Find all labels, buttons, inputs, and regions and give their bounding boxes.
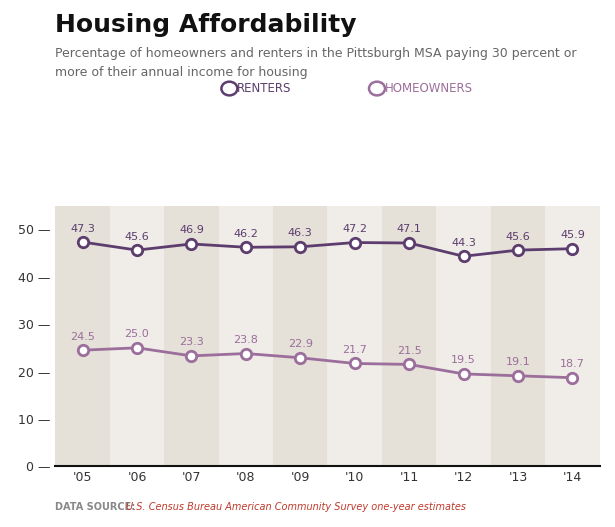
- Text: U.S. Census Bureau American Community Survey one-year estimates: U.S. Census Bureau American Community Su…: [126, 502, 466, 512]
- Text: 46.2: 46.2: [234, 229, 258, 239]
- Bar: [273, 206, 327, 466]
- Text: 23.3: 23.3: [179, 337, 204, 347]
- Text: 47.3: 47.3: [70, 223, 95, 233]
- Text: 23.8: 23.8: [234, 335, 258, 345]
- Text: RENTERS: RENTERS: [237, 82, 291, 95]
- Text: HOMEOWNERS: HOMEOWNERS: [384, 82, 472, 95]
- Text: Percentage of homeowners and renters in the Pittsburgh MSA paying 30 percent or: Percentage of homeowners and renters in …: [55, 47, 577, 61]
- Text: 19.1: 19.1: [506, 357, 530, 367]
- Text: 44.3: 44.3: [451, 238, 476, 248]
- Text: 19.5: 19.5: [451, 355, 476, 365]
- Text: 47.1: 47.1: [397, 225, 421, 235]
- Text: more of their annual income for housing: more of their annual income for housing: [55, 66, 308, 79]
- Bar: [382, 206, 436, 466]
- Bar: [491, 206, 545, 466]
- Text: 18.7: 18.7: [560, 359, 585, 369]
- Text: 46.3: 46.3: [288, 228, 312, 238]
- Text: 45.6: 45.6: [125, 231, 149, 241]
- Text: 47.2: 47.2: [342, 224, 367, 234]
- Text: 21.7: 21.7: [343, 345, 367, 355]
- Text: 24.5: 24.5: [70, 331, 95, 341]
- Text: 45.6: 45.6: [506, 231, 530, 241]
- Bar: [55, 206, 109, 466]
- Text: 46.9: 46.9: [179, 226, 204, 236]
- Text: 45.9: 45.9: [560, 230, 585, 240]
- Text: Housing Affordability: Housing Affordability: [55, 13, 357, 37]
- Text: DATA SOURCE:: DATA SOURCE:: [55, 502, 135, 512]
- Bar: [164, 206, 219, 466]
- Text: 21.5: 21.5: [397, 346, 421, 356]
- Text: 25.0: 25.0: [125, 329, 149, 339]
- Text: 22.9: 22.9: [288, 339, 313, 349]
